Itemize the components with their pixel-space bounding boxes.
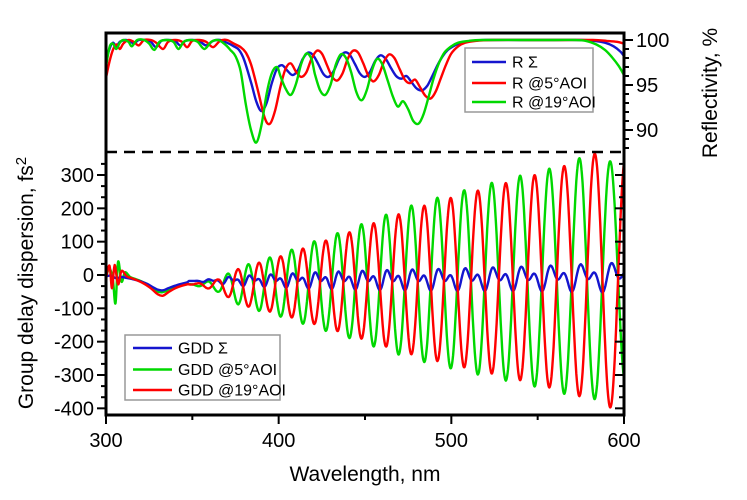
gdd-tick-label: 100 bbox=[61, 232, 94, 254]
reflectivity-tick-label: 100 bbox=[636, 30, 669, 52]
x-tick-label: 300 bbox=[89, 430, 122, 452]
legend-label-gdd-19aoi: GDD @19°AOI bbox=[178, 383, 286, 400]
curve-gdd- bbox=[106, 261, 624, 294]
axis-tick-labels: 300 400 500 600 90 95 100 300 200 100 0 -100 -200 -30… bbox=[54, 30, 669, 452]
gdd-axis-title: Group delay dispersion, fs2 bbox=[13, 157, 38, 409]
legend-label-gdd-5aoi: GDD @5°AOI bbox=[178, 362, 277, 379]
legend-gdd: GDD Σ GDD @5°AOI GDD @19°AOI bbox=[124, 334, 286, 401]
gdd-tick-label: 200 bbox=[61, 198, 94, 220]
x-tick-label: 500 bbox=[435, 430, 468, 452]
reflectivity-curves bbox=[106, 38, 624, 144]
x-axis-title: Wavelength, nm bbox=[290, 463, 441, 486]
legend-label-r-sum: R Σ bbox=[512, 55, 538, 72]
legend-label-r-19aoi: R @19°AOI bbox=[512, 95, 596, 112]
gdd-tick-label: -300 bbox=[54, 365, 94, 387]
legend-label-r-5aoi: R @5°AOI bbox=[512, 76, 587, 93]
reflectivity-tick-label: 95 bbox=[636, 75, 658, 97]
gdd-tick-label: 0 bbox=[83, 265, 94, 287]
plot-frame bbox=[104, 31, 626, 417]
gdd-tick-label: -400 bbox=[54, 398, 94, 420]
gdd-tick-label: -200 bbox=[54, 332, 94, 354]
gdd-tick-label: -100 bbox=[54, 298, 94, 320]
legend-reflectivity: R Σ R @5°AOI R @19°AOI bbox=[464, 47, 596, 113]
x-tick-label: 400 bbox=[262, 430, 295, 452]
gdd-tick-label: 300 bbox=[61, 165, 94, 187]
gdd-curves bbox=[106, 152, 624, 409]
reflectivity-tick-label: 90 bbox=[636, 120, 658, 142]
curve-r-19-aoi bbox=[106, 38, 624, 144]
curve-gdd-19-aoi bbox=[106, 152, 624, 409]
gdd-axis-title-superscript: 2 bbox=[13, 157, 30, 165]
legend-label-gdd-sum: GDD Σ bbox=[178, 341, 228, 358]
reflectivity-axis-title: Reflectivity, % bbox=[699, 28, 722, 158]
curve-gdd-5-aoi bbox=[106, 157, 624, 401]
x-tick-label: 600 bbox=[607, 430, 640, 452]
